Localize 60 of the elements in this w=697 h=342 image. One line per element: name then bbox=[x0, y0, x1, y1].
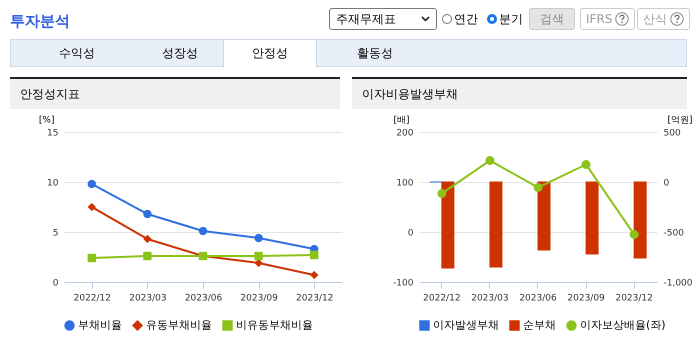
point bbox=[437, 189, 446, 198]
point bbox=[88, 202, 96, 212]
text: 연간 bbox=[453, 10, 478, 28]
x-tick-label: 2023/03 bbox=[129, 294, 167, 304]
text: 산식 bbox=[637, 8, 690, 30]
y2-tick-label: -500 bbox=[664, 228, 684, 238]
point bbox=[143, 210, 152, 218]
text: IFRS bbox=[580, 8, 636, 30]
y2-tick-label: -1,000 bbox=[664, 278, 693, 288]
point bbox=[254, 234, 263, 242]
point bbox=[254, 252, 263, 260]
x-tick-label: 2023/03 bbox=[471, 294, 509, 304]
y-tick-label: 15 bbox=[47, 128, 58, 138]
chart-title: 이자비용발생부채 bbox=[352, 79, 687, 109]
legend-label: 이자발생부채 bbox=[433, 318, 499, 332]
legend-label: 이자보상배율(좌) bbox=[580, 318, 666, 332]
legend-label: 부채비율 bbox=[78, 318, 122, 332]
text: 수익성 bbox=[58, 45, 96, 62]
y-axis-title: [배] bbox=[393, 116, 410, 126]
text: 안정성 bbox=[223, 39, 317, 68]
legend-label: 순부채 bbox=[523, 318, 556, 332]
point bbox=[582, 160, 591, 169]
text: 검색 bbox=[529, 8, 575, 30]
text: 투자분석 bbox=[10, 12, 70, 31]
y-tick-label: 0 bbox=[408, 228, 414, 238]
point bbox=[88, 180, 96, 188]
text: 활동성 bbox=[356, 45, 394, 62]
point bbox=[143, 252, 152, 260]
y2-tick-label: 0 bbox=[664, 178, 670, 188]
x-tick-label: 2023/06 bbox=[519, 294, 557, 304]
x-tick-label: 2023/09 bbox=[240, 294, 278, 304]
y2-tick-label: 500 bbox=[664, 128, 681, 138]
x-tick-label: 2022/12 bbox=[423, 294, 461, 304]
x-tick-label: 2023/12 bbox=[296, 294, 334, 304]
text: 성장성 bbox=[161, 45, 199, 62]
y-tick-label: -100 bbox=[393, 278, 414, 288]
legend-label: 유동부채비율 bbox=[146, 318, 212, 332]
y-tick-label: 10 bbox=[47, 178, 59, 188]
y-axis-title: [%] bbox=[38, 116, 54, 126]
legend-label: 비유동부채비율 bbox=[236, 318, 313, 332]
point bbox=[198, 226, 208, 236]
point bbox=[310, 270, 318, 280]
y-tick-label: 0 bbox=[52, 278, 59, 288]
point bbox=[534, 183, 542, 192]
y-tick-label: 5 bbox=[52, 228, 58, 238]
point bbox=[630, 230, 639, 239]
y-tick-label: 200 bbox=[396, 128, 414, 138]
x-tick-label: 2022/12 bbox=[74, 294, 111, 304]
text: 분기 bbox=[498, 10, 523, 28]
point bbox=[143, 234, 152, 244]
chart-title: 안정성지표 bbox=[10, 79, 340, 109]
point bbox=[310, 250, 318, 260]
point bbox=[485, 156, 494, 165]
point bbox=[88, 254, 96, 262]
x-tick-label: 2023/12 bbox=[615, 294, 653, 304]
y2-axis-title: [억원] bbox=[668, 116, 693, 126]
x-tick-label: 2023/06 bbox=[184, 294, 222, 304]
y-tick-label: 100 bbox=[396, 178, 414, 188]
x-tick-label: 2023/09 bbox=[567, 294, 606, 304]
text: 주재무제표 bbox=[336, 10, 396, 28]
